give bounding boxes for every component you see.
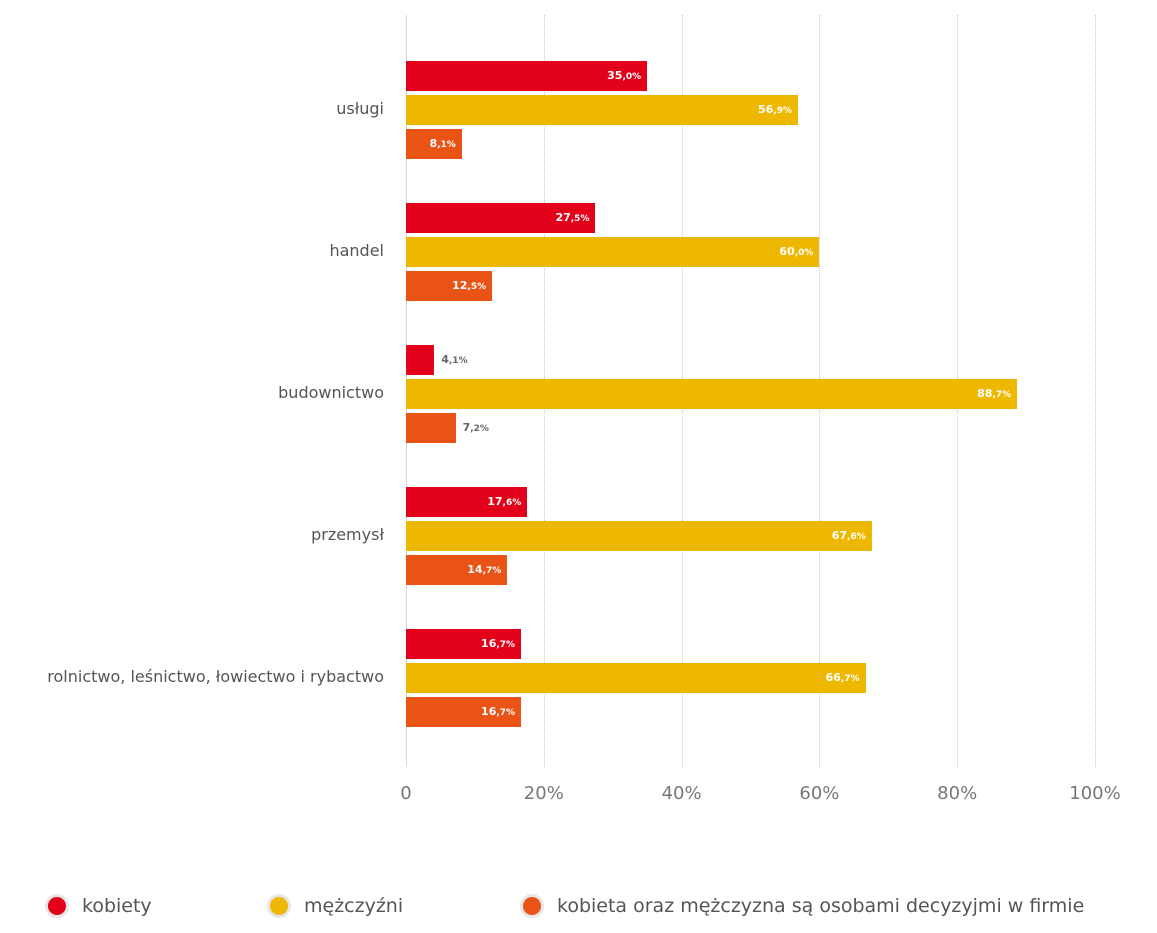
legend-label: mężczyźni [304,895,404,917]
legend-dot-icon [270,897,288,915]
chart-area: 0 20% 40% 60% 80% 100% usługi 35,0% 56,9% 8,1% han… [47,15,1121,804]
bar-data-label: 14,7% [467,563,502,576]
bar-data-label: 67,6% [831,529,866,542]
bar [406,487,528,517]
x-tick-label: 0 [400,783,412,804]
category-label: rolnictwo, leśnictwo, łowiectwo i rybact… [47,667,384,686]
bar-data-label: 17,6% [487,495,522,508]
x-tick-label: 80% [937,783,978,804]
bar [406,379,1018,409]
bar [406,271,493,301]
x-tick-label: 60% [799,783,840,804]
legend-dot-icon [48,897,66,915]
bar-data-label: 60,0% [779,245,814,258]
bar [406,345,435,375]
bar [406,95,799,125]
bar [406,413,456,443]
bar [406,521,872,551]
bar-data-label: 88,7% [977,387,1012,400]
x-tick-label: 40% [661,783,702,804]
category-label: usługi [336,99,384,118]
bar-data-label: 35,0% [607,69,642,82]
x-tick-label: 100% [1069,783,1121,804]
bar [406,697,522,727]
bar-data-label: 66,7% [825,671,860,684]
bar-data-label: 27,5% [555,211,590,224]
bar [406,203,596,233]
legend-label: kobiety [82,895,152,917]
legend-dot-icon [523,897,541,915]
legend-item-mezczyzni: mężczyźni [270,895,403,917]
category-label: przemysł [311,525,384,544]
legend-label: kobieta oraz mężczyzna są osobami decyzy… [557,895,1085,917]
bar-data-label: 12,5% [452,279,487,292]
bar-data-label: 7,2% [462,421,489,434]
bar-data-label: 16,7% [481,637,516,650]
bar [406,129,462,159]
legend-item-oboje: kobieta oraz mężczyzna są osobami decyzy… [523,895,1084,917]
legend: kobiety mężczyźni kobieta oraz mężczyzna… [0,895,1157,933]
category-label: handel [329,241,384,260]
bar [406,629,522,659]
gridline [1095,15,1096,767]
bar [406,61,648,91]
bar-data-label: 16,7% [481,705,516,718]
bar-data-label: 8,1% [429,137,456,150]
bar [406,663,866,693]
category-label: budownictwo [278,383,384,402]
bar [406,555,508,585]
bar-data-label: 4,1% [441,353,468,366]
bar [406,237,820,267]
legend-item-kobiety: kobiety [48,895,152,917]
x-tick-label: 20% [523,783,564,804]
bar-data-label: 56,9% [758,103,793,116]
